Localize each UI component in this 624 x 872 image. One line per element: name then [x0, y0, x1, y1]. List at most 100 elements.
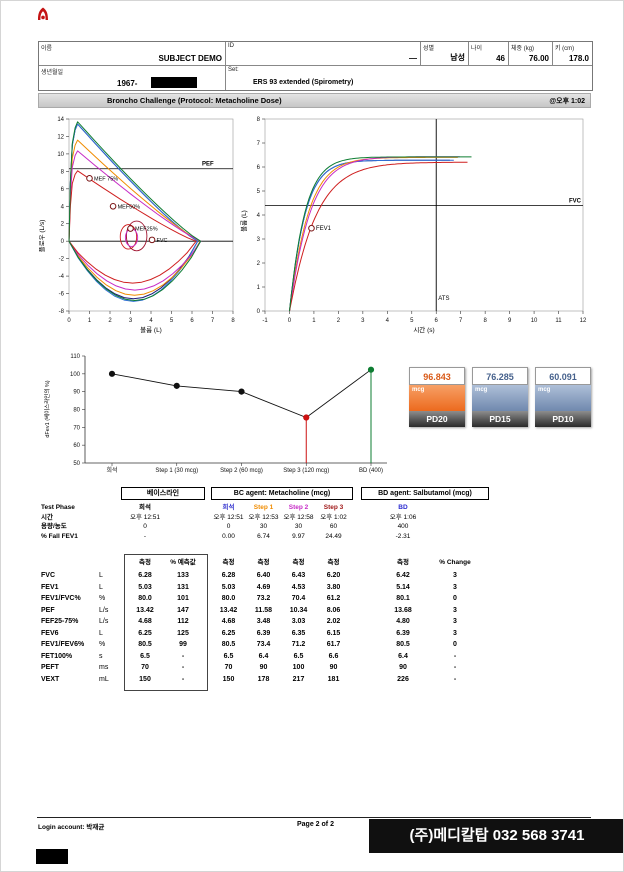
- pd-results: 96.843 mcg PD20 76.285 mcg PD15 60.091 mcg PD10: [409, 367, 591, 427]
- table-cell: 3.03: [291, 618, 306, 625]
- table-cell: -: [453, 652, 457, 660]
- phase-meta-grid: Test Phase 희석 희석 Step 1 Step 2 Step 3 BD 시간 오후 1…: [41, 503, 485, 541]
- y-tick-label: 2: [61, 222, 65, 228]
- table-cell: 3: [453, 629, 457, 637]
- table-cell: 4.68: [138, 618, 152, 625]
- loop-series: [68, 139, 201, 296]
- table-cell: VEXT: [41, 675, 60, 683]
- table-cell: L/s: [99, 618, 109, 625]
- pd-value: 60.091: [535, 367, 591, 385]
- x-tick-label: 0: [288, 318, 292, 324]
- table-cell: 178: [257, 675, 270, 683]
- table-cell: 125: [177, 629, 189, 637]
- y-tick-label: 5: [257, 189, 261, 195]
- patient-age-cell: 나이 46: [469, 42, 509, 66]
- table-cell: FEV1: [41, 583, 59, 591]
- patient-height-label: 키 (cm): [555, 46, 575, 52]
- table-cell: 112: [177, 618, 189, 625]
- table-cell: 90: [259, 664, 268, 671]
- table-cell: 181: [327, 675, 340, 683]
- table-cell: L: [99, 629, 103, 637]
- pd-unit-band: mcg: [409, 385, 465, 411]
- x-tick-label: 2: [337, 318, 341, 324]
- table-cell: 147: [177, 606, 189, 614]
- vt-series: [289, 159, 454, 312]
- table-cell: 오후 12:51: [213, 513, 244, 521]
- table-cell: 80.0: [221, 595, 236, 602]
- table-cell: 80.5: [221, 641, 236, 648]
- table-cell: 측정: [327, 559, 340, 566]
- y-tick-label: -6: [59, 292, 65, 298]
- table-cell: -2.31: [395, 532, 411, 540]
- table-cell: 6.5: [140, 652, 150, 660]
- table-cell: Step 2: [288, 504, 309, 511]
- pd-box-pd10: 60.091 mcg PD10: [535, 367, 591, 427]
- table-cell: 150: [222, 675, 235, 683]
- patient-header-table: 이름 SUBJECT DEMO ID — 성별 남성 나이 46 체중 (kg)…: [38, 41, 593, 91]
- table-cell: 측정: [222, 559, 235, 566]
- table-cell: 133: [177, 572, 189, 579]
- footer-divider: [37, 817, 591, 818]
- y-tick-label: 6: [257, 165, 261, 171]
- bc-agent-group-box: BC agent: Metacholine (mcg): [211, 487, 353, 500]
- table-cell: 11.58: [254, 606, 273, 614]
- pd-name-label: PD10: [535, 411, 591, 427]
- y-tick-label: 0: [61, 239, 65, 245]
- y-axis-title: 플로우 (L/s): [38, 220, 46, 253]
- table-cell: 61.7: [326, 641, 341, 648]
- x-tick-label: 6: [190, 318, 194, 324]
- table-cell: 8.06: [326, 606, 341, 614]
- table-cell: 6.6: [328, 652, 339, 660]
- vt-series: [289, 156, 460, 312]
- table-cell: s: [99, 652, 103, 660]
- patient-id-label: ID: [228, 43, 234, 49]
- y-tick-label: 4: [61, 204, 65, 210]
- y-tick-label: 50: [73, 461, 80, 467]
- table-cell: 80.5: [138, 641, 152, 648]
- table-cell: 80.1: [396, 595, 410, 602]
- patient-height-cell: 키 (cm) 178.0: [553, 42, 592, 66]
- loop-series: [68, 150, 202, 291]
- marker-circle: [127, 225, 134, 232]
- table-cell: 70.4: [291, 595, 306, 602]
- table-cell: 80.5: [396, 641, 410, 648]
- marker-label: FVC: [157, 238, 168, 244]
- section-title-bar: Broncho Challenge (Protocol: Metacholine…: [38, 93, 591, 108]
- vt-series: [289, 159, 450, 312]
- pd-box-pd15: 76.285 mcg PD15: [472, 367, 528, 427]
- patient-weight-label: 체중 (kg): [511, 46, 535, 52]
- vt-series: [289, 156, 472, 312]
- table-cell: % Change: [439, 559, 471, 566]
- marker-circle: [109, 202, 117, 210]
- table-cell: 오후 12:53: [248, 513, 279, 521]
- table-cell: 6.4: [258, 652, 269, 660]
- x-tick-label: 3: [129, 318, 133, 324]
- table-cell: 3.80: [326, 583, 341, 591]
- y-tick-label: 14: [57, 117, 64, 123]
- patient-gender-label: 성별: [423, 46, 435, 52]
- table-cell: Step 3: [323, 504, 344, 511]
- x-tick-label: 3: [361, 318, 365, 324]
- data-point: [303, 414, 310, 421]
- redaction-box-bottom: [36, 849, 68, 864]
- patient-weight-value: 76.00: [528, 54, 549, 63]
- table-cell: 6.40: [256, 572, 271, 579]
- table-cell: 13.68: [394, 606, 412, 614]
- loop-series: [68, 121, 202, 301]
- table-cell: 30: [294, 523, 303, 530]
- column-header-grid: 측정 % 예측값 측정 측정 측정 측정 측정 % Change: [41, 557, 485, 568]
- table-cell: 0: [453, 641, 457, 648]
- y-tick-label: 8: [257, 117, 261, 123]
- vt-series: [289, 161, 468, 312]
- category-label: Step 3 (120 mcg): [283, 468, 329, 474]
- x-axis-title: 시간 (s): [413, 325, 434, 334]
- table-cell: 6.25: [138, 629, 152, 637]
- y-tick-label: 100: [70, 372, 81, 378]
- table-cell: 100: [292, 664, 305, 671]
- table-cell: PEFT: [41, 664, 59, 671]
- table-cell: 오후 1:02: [320, 513, 347, 521]
- table-cell: 73.2: [256, 595, 271, 602]
- table-cell: -: [143, 532, 147, 540]
- table-cell: 6.39: [396, 629, 410, 637]
